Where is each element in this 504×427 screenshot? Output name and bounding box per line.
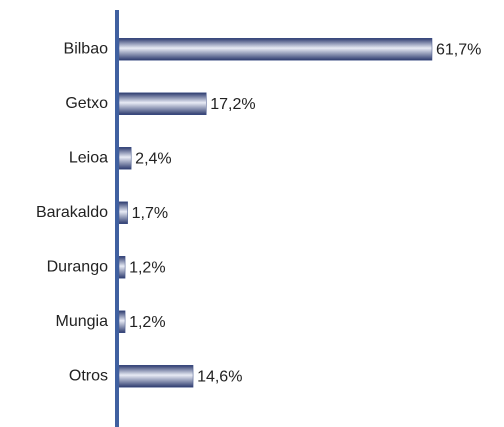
value-label: 2,4% (135, 150, 171, 167)
category-label: Leioa (69, 149, 108, 166)
value-label: 1,7% (132, 205, 168, 222)
bar (118, 201, 128, 224)
category-label: Durango (47, 258, 108, 275)
bar (118, 38, 433, 61)
category-label: Otros (69, 367, 108, 384)
bar (118, 92, 207, 115)
value-label: 17,2% (210, 96, 255, 113)
category-label: Getxo (65, 95, 108, 112)
bar (118, 310, 126, 333)
value-label: 1,2% (129, 314, 165, 331)
bar (118, 256, 126, 279)
category-label: Barakaldo (36, 204, 108, 221)
category-label: Mungia (56, 313, 109, 330)
category-label: Bilbao (64, 40, 109, 57)
value-label: 14,6% (197, 368, 242, 385)
bar (118, 365, 194, 388)
value-label: 61,7% (436, 41, 481, 58)
value-label: 1,2% (129, 259, 165, 276)
bar (118, 147, 132, 170)
